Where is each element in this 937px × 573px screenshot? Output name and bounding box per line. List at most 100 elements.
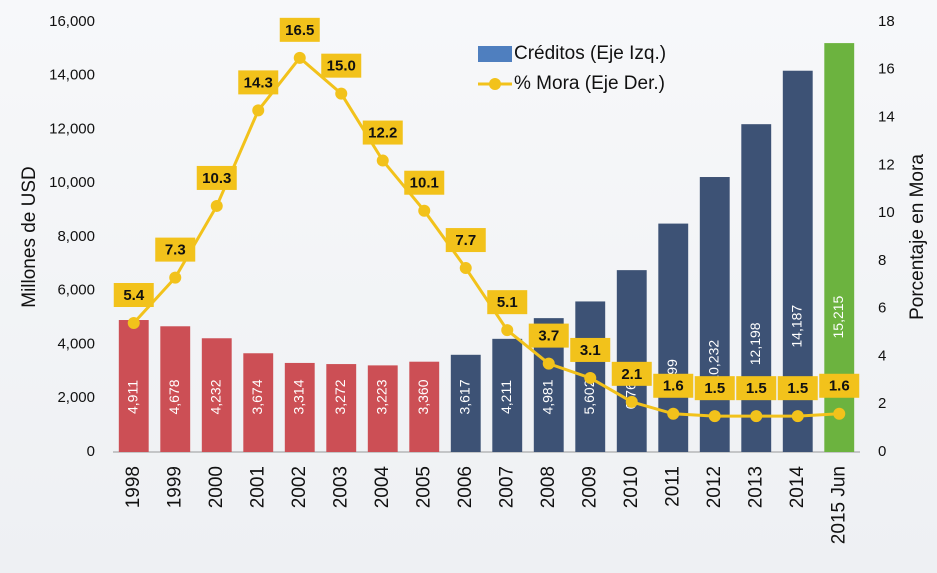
x-tick-label: 2010 — [621, 466, 642, 508]
line-value-label: 1.5 — [704, 380, 725, 397]
y-tick-label: 12,000 — [49, 120, 95, 137]
x-tick-label: 2003 — [330, 466, 351, 508]
bar — [243, 353, 274, 452]
bar-value-label: 4,211 — [498, 380, 514, 414]
line-point — [418, 204, 431, 217]
line-point — [335, 87, 348, 100]
x-tick-label: 2007 — [496, 466, 517, 508]
bar-value-label: 14,187 — [788, 305, 804, 348]
line-value-label: 2.1 — [621, 366, 642, 383]
bar — [367, 365, 398, 452]
label-box — [570, 337, 611, 362]
label-box — [777, 376, 818, 401]
line — [132, 55, 840, 418]
bar — [699, 177, 730, 452]
x-tick-label: 2004 — [372, 466, 393, 509]
label-box — [362, 120, 403, 145]
legend-label: % Mora (Eje Der.) — [514, 73, 665, 94]
line-value-label: 15.0 — [327, 58, 356, 75]
y2-tick-label: 6 — [878, 300, 886, 317]
label-box — [694, 376, 735, 401]
line-point — [252, 104, 265, 117]
x-tick-label: 2006 — [455, 466, 476, 508]
line-point — [376, 154, 389, 167]
bar — [326, 364, 357, 452]
x-tick-label: 2015 Jun — [828, 466, 849, 544]
x-tick-label: 2013 — [745, 466, 766, 508]
y2-tick-label: 16 — [878, 61, 895, 78]
line-point — [169, 271, 182, 284]
label-box — [736, 376, 777, 401]
x-tick-label: 2012 — [704, 466, 725, 508]
bar — [284, 362, 315, 452]
bar-value-label: 4,678 — [166, 379, 182, 414]
line-point — [625, 395, 638, 408]
label-box — [611, 361, 652, 386]
y2-tick-label: 8 — [878, 252, 886, 269]
line-value-label: 7.3 — [165, 242, 186, 259]
label-box — [238, 70, 279, 95]
x-tick-label: 2000 — [206, 466, 227, 508]
y2-tick-label: 10 — [878, 204, 895, 221]
line-value-label: 12.2 — [368, 125, 397, 142]
bar — [450, 354, 481, 452]
label-box — [155, 237, 196, 262]
y2-axis-label: Porcentaje en Mora — [907, 154, 928, 320]
line-value-label: 10.1 — [410, 175, 439, 192]
y2-tick-label: 14 — [878, 109, 895, 126]
y-tick-label: 8,000 — [57, 228, 95, 245]
bar-value-label: 4,981 — [539, 379, 555, 414]
line-value-label: 5.4 — [123, 287, 145, 304]
legend-swatch — [489, 78, 501, 90]
bar-value-label: 4,911 — [124, 380, 140, 414]
line-value-label: 5.1 — [497, 294, 518, 311]
bar-value-label: 3,617 — [456, 379, 472, 414]
label-box — [445, 228, 486, 253]
line-point — [542, 357, 555, 370]
x-tick-label: 2008 — [538, 466, 559, 508]
y-tick-label: 6,000 — [57, 282, 95, 299]
line-point — [708, 410, 721, 423]
bar-value-label: 3,272 — [332, 379, 348, 414]
legend-label: Créditos (Eje Izq.) — [514, 43, 666, 64]
line-value-label: 3.1 — [580, 342, 601, 359]
x-tick-label: 2002 — [289, 466, 310, 508]
bar — [409, 361, 440, 452]
line-value-label: 3.7 — [538, 328, 559, 345]
line-value-label: 16.5 — [285, 22, 314, 39]
legend-swatch — [478, 46, 512, 62]
x-tick-label: 2001 — [247, 466, 268, 508]
y-tick-label: 14,000 — [49, 67, 95, 84]
bar-value-label: 12,198 — [747, 322, 763, 365]
y-tick-label: 10,000 — [49, 174, 95, 191]
bar — [201, 338, 232, 452]
line-value-label: 7.7 — [455, 232, 476, 249]
bar-value-label: 4,232 — [207, 379, 223, 414]
x-tick-label: 2009 — [579, 466, 600, 508]
bar-value-label: 15,215 — [830, 295, 846, 338]
bar — [492, 338, 523, 452]
y-tick-label: 0 — [87, 443, 95, 460]
line-point — [210, 199, 223, 212]
line-point — [667, 407, 680, 420]
label-box — [196, 165, 237, 190]
label-box — [404, 170, 445, 195]
bar-value-label: 3,360 — [415, 379, 431, 414]
line-point — [127, 317, 140, 329]
y2-tick-label: 12 — [878, 156, 895, 173]
bar-value-label: 10,232 — [705, 340, 721, 383]
y2-tick-label: 4 — [878, 347, 886, 364]
label-box — [528, 323, 569, 348]
line-value-label: 1.5 — [746, 380, 767, 397]
line-value-label: 10.3 — [202, 170, 231, 187]
x-tick-label: 1999 — [164, 466, 185, 508]
line-point — [293, 51, 306, 64]
bar-value-label: 3,314 — [290, 379, 306, 414]
x-tick-label: 2011 — [662, 466, 683, 507]
line-point — [791, 410, 804, 423]
line-value-label: 1.6 — [663, 378, 684, 395]
bar-value-label: 3,223 — [373, 379, 389, 414]
x-tick-label: 2005 — [413, 466, 434, 508]
line-point — [750, 410, 763, 423]
